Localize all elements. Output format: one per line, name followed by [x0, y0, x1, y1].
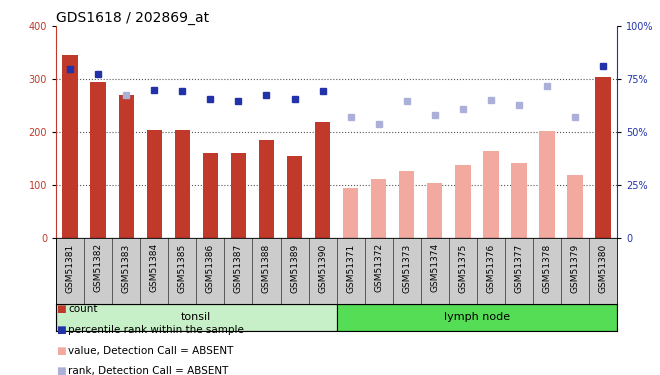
Bar: [203, 153, 218, 238]
Bar: [90, 82, 106, 238]
Bar: [399, 171, 414, 238]
Text: GSM51386: GSM51386: [206, 243, 215, 292]
Bar: [343, 188, 358, 238]
Text: GSM51381: GSM51381: [65, 243, 75, 292]
Text: GSM51389: GSM51389: [290, 243, 299, 292]
Bar: [315, 122, 330, 238]
Bar: [595, 76, 611, 238]
Bar: [337, 304, 617, 331]
Text: ■: ■: [57, 325, 66, 335]
Text: GSM51385: GSM51385: [178, 243, 187, 292]
Bar: [259, 140, 274, 238]
Bar: [119, 95, 134, 238]
Text: GSM51379: GSM51379: [570, 243, 579, 292]
Text: percentile rank within the sample: percentile rank within the sample: [68, 325, 244, 335]
Text: GSM51387: GSM51387: [234, 243, 243, 292]
Text: ■: ■: [57, 304, 66, 314]
Text: count: count: [68, 304, 98, 314]
Text: GSM51383: GSM51383: [121, 243, 131, 292]
Bar: [483, 151, 498, 238]
Text: GSM51390: GSM51390: [318, 243, 327, 292]
Bar: [512, 163, 527, 238]
Text: GSM51372: GSM51372: [374, 243, 383, 292]
Bar: [175, 129, 190, 238]
Text: GSM51377: GSM51377: [514, 243, 523, 292]
Text: GSM51373: GSM51373: [402, 243, 411, 292]
Text: GSM51371: GSM51371: [346, 243, 355, 292]
Text: GSM51380: GSM51380: [599, 243, 608, 292]
Bar: [147, 129, 162, 238]
Text: ■: ■: [57, 346, 66, 355]
Text: GSM51384: GSM51384: [150, 243, 159, 292]
Text: ■: ■: [57, 366, 66, 375]
Text: rank, Detection Call = ABSENT: rank, Detection Call = ABSENT: [68, 366, 228, 375]
Text: GSM51374: GSM51374: [430, 243, 440, 292]
Text: GDS1618 / 202869_at: GDS1618 / 202869_at: [56, 11, 209, 25]
Text: GSM51375: GSM51375: [458, 243, 467, 292]
Bar: [427, 183, 442, 238]
Text: GSM51388: GSM51388: [262, 243, 271, 292]
Text: GSM51382: GSM51382: [94, 243, 103, 292]
Text: value, Detection Call = ABSENT: value, Detection Call = ABSENT: [68, 346, 234, 355]
Bar: [539, 131, 554, 238]
Bar: [371, 179, 386, 238]
Bar: [56, 304, 337, 331]
Text: GSM51376: GSM51376: [486, 243, 496, 292]
Bar: [63, 56, 78, 238]
Bar: [287, 156, 302, 238]
Bar: [455, 165, 471, 238]
Text: tonsil: tonsil: [182, 312, 211, 322]
Bar: [231, 153, 246, 238]
Bar: [568, 175, 583, 238]
Text: lymph node: lymph node: [444, 312, 510, 322]
Text: GSM51378: GSM51378: [543, 243, 552, 292]
